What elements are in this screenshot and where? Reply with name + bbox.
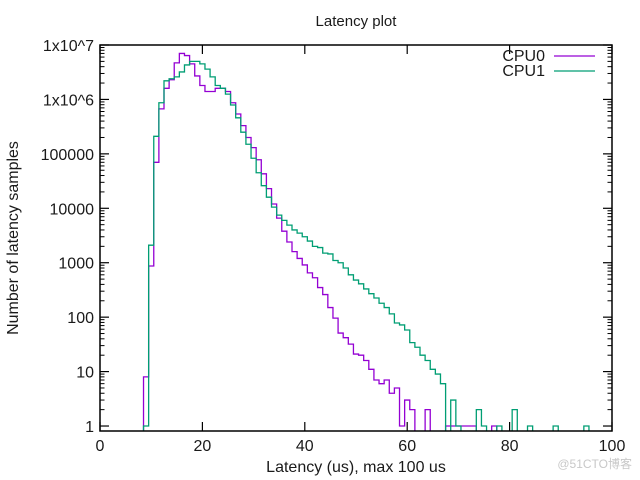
x-axis-label: Latency (us), max 100 us [266, 459, 446, 476]
y-tick-label: 1 [85, 419, 94, 436]
series-cpu0-line [142, 52, 498, 431]
series-cpu1-line [142, 60, 590, 431]
x-tick-label: 80 [501, 438, 519, 455]
y-tick-label: 1x10^6 [43, 92, 94, 109]
y-tick-label: 100 [67, 310, 94, 327]
x-tick-label: 100 [599, 438, 626, 455]
y-tick-label: 100000 [41, 147, 94, 164]
y-tick-label: 10000 [50, 201, 95, 218]
y-tick-label: 1000 [58, 256, 94, 273]
axis-ticks: 0 20 40 60 80 100 1 10 100 1000 10000 100000 1x10^6 1… [41, 38, 626, 455]
series-group [142, 52, 590, 431]
y-tick-label: 10 [76, 365, 94, 382]
x-tick-label: 20 [194, 438, 212, 455]
y-tick-label: 1x10^7 [43, 38, 94, 55]
x-tick-label: 0 [96, 438, 105, 455]
x-tick-label: 60 [398, 438, 416, 455]
watermark: @51CTO博客 [557, 456, 632, 471]
chart-title: Latency plot [316, 13, 398, 30]
legend-label-cpu0: CPU0 [502, 48, 545, 65]
plot-frame [99, 44, 613, 432]
x-tick-label: 40 [296, 438, 314, 455]
legend-label-cpu1: CPU1 [502, 63, 545, 80]
y-axis-label: Number of latency samples [5, 141, 22, 335]
